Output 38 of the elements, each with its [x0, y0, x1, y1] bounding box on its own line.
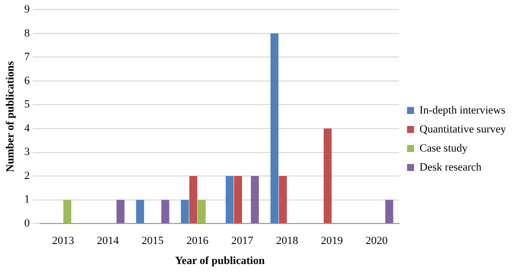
bar — [226, 176, 234, 224]
x-tick-label: 2014 — [96, 235, 120, 248]
x-tick-label: 2019 — [320, 235, 344, 248]
x-tick-label: 2018 — [276, 235, 299, 248]
bar — [250, 176, 259, 224]
x-tick-label: 2016 — [186, 235, 209, 248]
bar — [180, 200, 189, 224]
y-tick-label: 4 — [24, 122, 30, 134]
bar — [198, 200, 206, 224]
bar — [136, 200, 144, 224]
bar — [324, 128, 332, 224]
y-tick-label: 7 — [24, 51, 30, 64]
bar — [270, 33, 278, 224]
bar — [385, 200, 394, 224]
y-tick-label: 5 — [24, 98, 30, 111]
x-tick-label: 2015 — [142, 235, 164, 248]
y-tick-label: 6 — [24, 74, 30, 87]
x-tick-label: 2017 — [231, 235, 254, 248]
x-tick-label: 2020 — [366, 235, 388, 248]
y-axis-title: Number of publications — [4, 60, 16, 172]
bar — [63, 200, 72, 224]
bar — [234, 176, 242, 224]
bar — [278, 176, 287, 224]
y-tick-label: 8 — [24, 27, 30, 40]
legend-label: In-depth interviews — [420, 104, 506, 116]
bar — [161, 200, 170, 224]
y-tick-label: 1 — [24, 194, 30, 206]
legend-label: Quantitative survey — [420, 123, 506, 136]
x-tick-label: 2013 — [52, 235, 75, 248]
bar — [116, 200, 124, 224]
y-tick-label: 2 — [24, 170, 30, 182]
y-tick-label: 3 — [24, 146, 30, 158]
legend-label: Case study — [420, 142, 468, 154]
bar — [189, 176, 198, 224]
y-tick-label: 0 — [24, 217, 30, 230]
legend-label: Desk research — [420, 161, 482, 174]
x-axis-title: Year of publication — [175, 255, 265, 268]
y-tick-label: 9 — [24, 3, 30, 16]
